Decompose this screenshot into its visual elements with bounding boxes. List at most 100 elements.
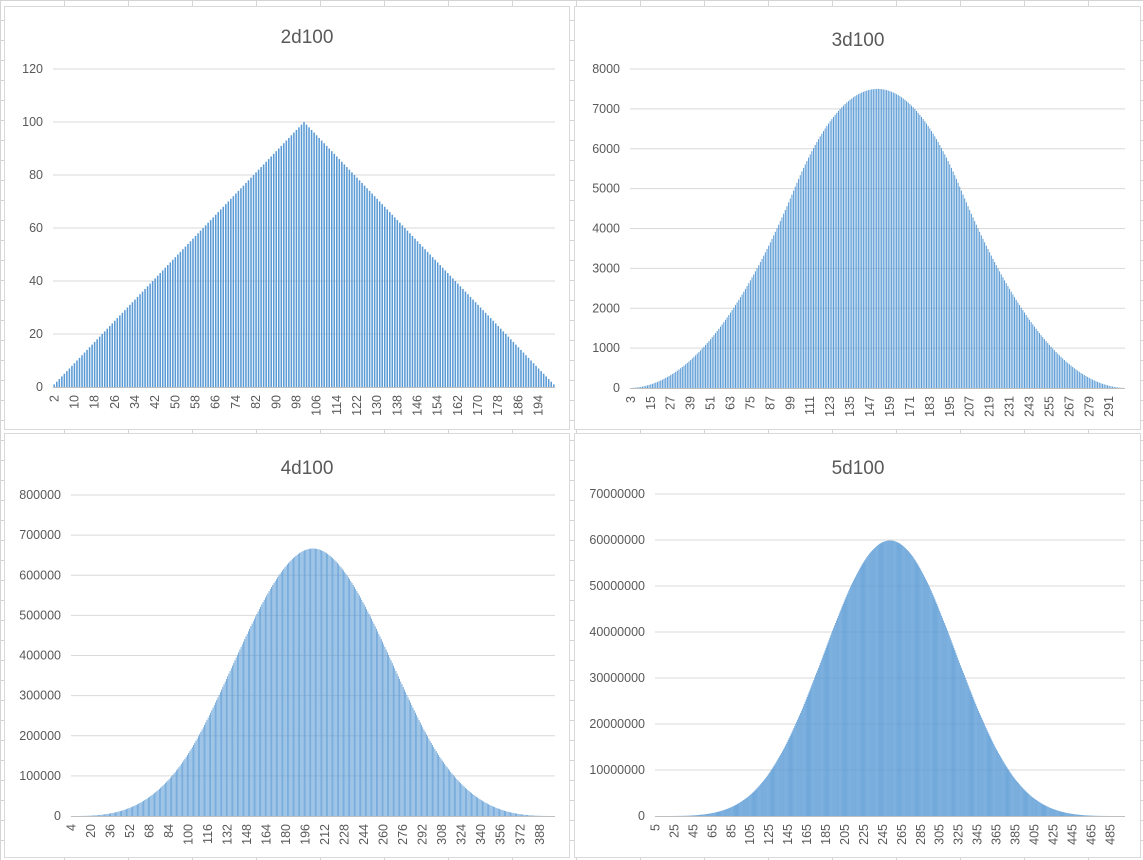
bar (103, 331, 106, 387)
bar (518, 814, 520, 816)
bar (113, 812, 115, 816)
x-tick-label: 231 (1003, 396, 1017, 417)
bar (399, 678, 400, 816)
bar (942, 151, 944, 388)
bar (290, 135, 293, 387)
bar (905, 548, 907, 816)
bar (757, 787, 759, 816)
bar (1008, 770, 1010, 816)
bar (926, 580, 927, 816)
bar (151, 281, 154, 387)
x-tick-label: 265 (895, 824, 909, 845)
bar (150, 795, 152, 816)
bar (953, 647, 955, 816)
bar (948, 635, 950, 816)
bar (527, 815, 528, 816)
bar (499, 328, 502, 387)
bar (728, 807, 730, 816)
bar (507, 336, 510, 387)
x-tick-label: 90 (269, 395, 283, 409)
bar (145, 799, 147, 816)
bar (530, 815, 532, 816)
bar (155, 792, 157, 816)
bar (855, 576, 856, 816)
bar (310, 548, 311, 816)
bar (955, 178, 957, 388)
chart-2d100[interactable]: 2d100 0 20 40 60 80 100 120 2 10 18 26 34 42 50 58 66 74 8… (4, 6, 570, 430)
bar (499, 809, 500, 816)
x-tick-label: 85 (724, 824, 738, 838)
x-tick-label: 63 (723, 396, 737, 410)
bar (1113, 386, 1115, 388)
bar (210, 712, 211, 816)
bar (109, 813, 110, 816)
bar (764, 252, 766, 388)
bar (378, 633, 380, 816)
bar (770, 770, 772, 816)
chart-3d100[interactable]: 3d100 0 1000 2000 3000 4000 5000 6000 7000 8000 3 1… (574, 6, 1141, 430)
bar (859, 567, 861, 816)
bar (78, 357, 81, 387)
bar (722, 810, 724, 816)
bar (293, 557, 294, 816)
bar (497, 326, 500, 387)
x-tick-label: 42 (148, 395, 162, 409)
bar (291, 559, 293, 816)
bar (161, 786, 163, 816)
bar (418, 720, 420, 816)
bar (922, 119, 924, 388)
bar (760, 784, 762, 816)
bar (507, 811, 509, 816)
bar (61, 376, 63, 387)
chart-4d100[interactable]: 4d100 0 100000 200000 300000 400000 500000 6000… (4, 433, 570, 858)
bar (796, 182, 798, 388)
bar (83, 352, 86, 387)
bar (1052, 808, 1053, 816)
bar (457, 780, 459, 816)
y-tick-label: 8000 (592, 62, 620, 76)
bar (701, 814, 703, 816)
bar (883, 541, 885, 816)
bar (1024, 790, 1026, 816)
bar (130, 807, 132, 816)
bar (887, 90, 889, 389)
chart-5d100[interactable]: 5d100 0 10000000 20000000 30000000 40000000 50… (574, 433, 1141, 858)
bar (1012, 294, 1014, 388)
bar (943, 620, 944, 816)
bar (739, 297, 741, 388)
bar (956, 655, 958, 816)
bar (397, 676, 399, 816)
x-tick-label: 75 (743, 396, 757, 410)
bar (474, 302, 477, 387)
bar (462, 288, 464, 387)
bar (277, 148, 280, 387)
bar (704, 814, 706, 816)
x-tick-label: 106 (310, 395, 324, 416)
bar (901, 544, 903, 816)
bar (249, 628, 250, 816)
bar (884, 541, 886, 816)
bar (414, 238, 416, 387)
bar (838, 613, 840, 816)
bar (432, 745, 433, 816)
bar (773, 235, 775, 388)
bar (134, 805, 136, 816)
y-tick-label: 4000 (592, 222, 620, 236)
bar (134, 299, 136, 387)
bar (1007, 768, 1009, 816)
bar (245, 182, 247, 387)
bar (384, 646, 386, 816)
x-tick-label: 260 (377, 824, 391, 845)
bar (858, 569, 860, 816)
bar (803, 167, 805, 388)
bar (707, 813, 708, 816)
bar (762, 781, 763, 816)
bar (478, 798, 480, 816)
bar (106, 814, 108, 816)
bar (240, 188, 242, 387)
bar (429, 740, 431, 816)
bar (425, 734, 427, 816)
bar (773, 765, 775, 816)
bar (962, 670, 963, 816)
bar (872, 550, 873, 816)
